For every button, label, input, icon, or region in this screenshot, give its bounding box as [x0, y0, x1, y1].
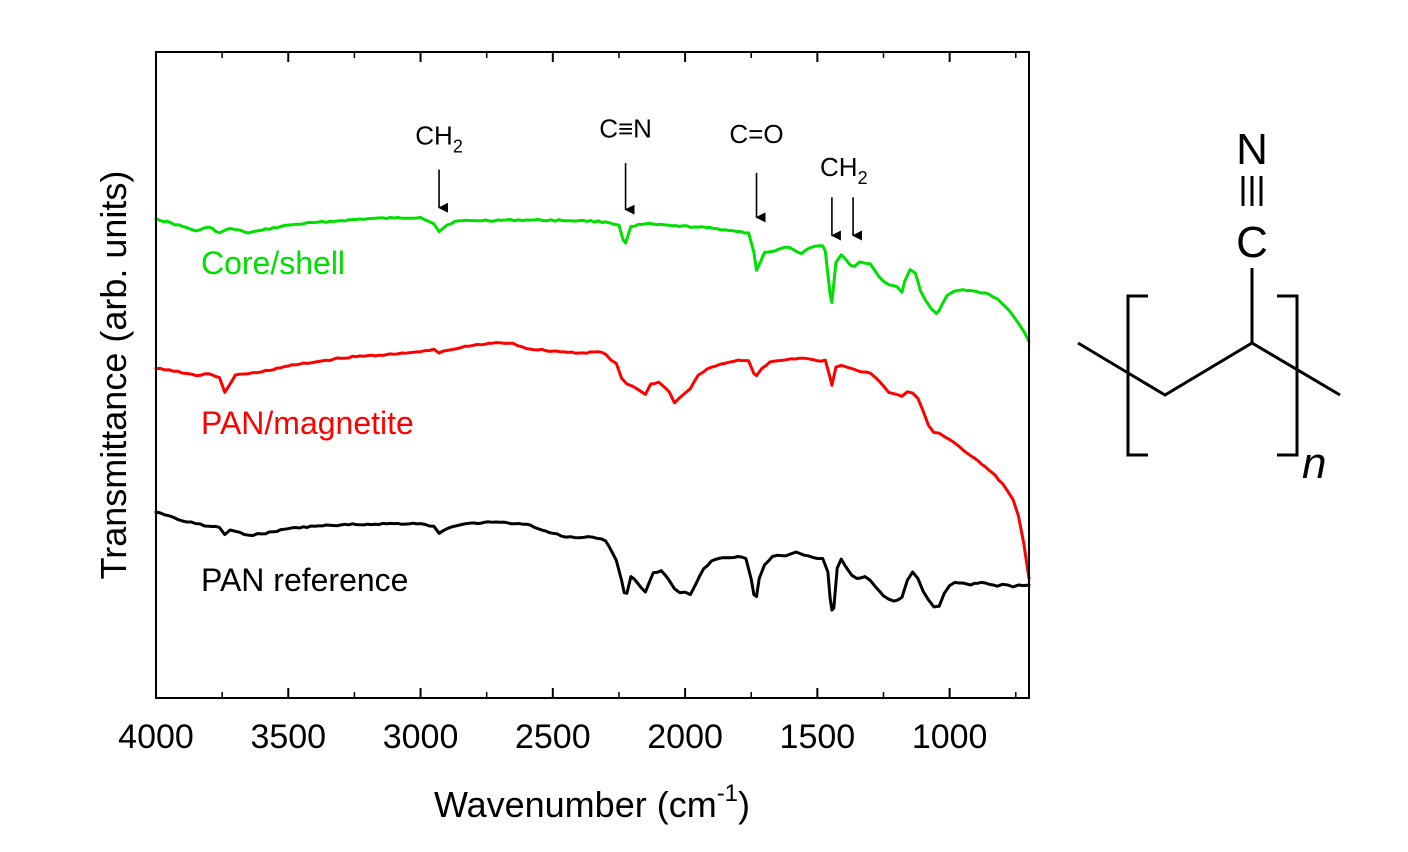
- repeat-unit-subscript: n: [1302, 439, 1326, 488]
- y-axis-label: Transmittance (arb. units): [93, 171, 134, 580]
- series-label-core-shell: Core/shell: [201, 245, 345, 281]
- x-axis-label-end: ): [738, 784, 750, 825]
- annotation-1: C≡N: [599, 113, 652, 215]
- x-tick-label: 3000: [383, 718, 459, 756]
- peak-annotations: CH2 C≡N C=O CH2: [415, 113, 868, 241]
- series-line-pan-magnetite: [154, 341, 1031, 580]
- annotation-0: CH2: [415, 120, 463, 213]
- polymer-backbone: [1077, 341, 1341, 397]
- x-axis-label-superscript: -1: [717, 780, 738, 807]
- x-tick-label: 1000: [912, 718, 988, 756]
- x-tick-label: 3500: [250, 718, 326, 756]
- annotation-2: C=O: [729, 119, 784, 223]
- x-axis-ticks: 4000 3500 3000 2500 2000 1500 1000: [118, 52, 1017, 756]
- x-tick-label: 2000: [647, 718, 723, 756]
- series-line-core-shell: [154, 215, 1031, 343]
- x-tick-label: 4000: [118, 718, 194, 756]
- pan-structure-diagram: N C n: [1077, 125, 1341, 488]
- plot-area: Core/shell PAN/magnetite PAN reference CH2…: [118, 51, 1031, 756]
- annotation-label: C≡N: [599, 113, 652, 143]
- series-group: [154, 215, 1031, 612]
- right-bracket: [1277, 294, 1299, 457]
- left-bracket: [1126, 294, 1148, 457]
- series-line-pan-reference: [154, 510, 1031, 612]
- x-tick-label: 1500: [780, 718, 856, 756]
- annotation-label: CH2: [415, 120, 463, 156]
- x-axis-label: Wavenumber (cm-1): [434, 780, 750, 825]
- series-label-pan-reference: PAN reference: [201, 562, 408, 598]
- annotation-label: C=O: [729, 119, 783, 149]
- x-tick-label: 2500: [515, 718, 591, 756]
- series-label-pan-magnetite: PAN/magnetite: [201, 405, 414, 441]
- structure-atom-nitrogen: N: [1236, 125, 1268, 174]
- series-labels: Core/shell PAN/magnetite PAN reference: [201, 245, 414, 598]
- structure-atom-carbon: C: [1236, 218, 1268, 267]
- x-axis-label-main: Wavenumber (cm: [434, 784, 717, 825]
- plot-frame: [155, 51, 1030, 699]
- annotation-3: CH2: [820, 152, 868, 241]
- annotation-label: CH2: [820, 152, 868, 188]
